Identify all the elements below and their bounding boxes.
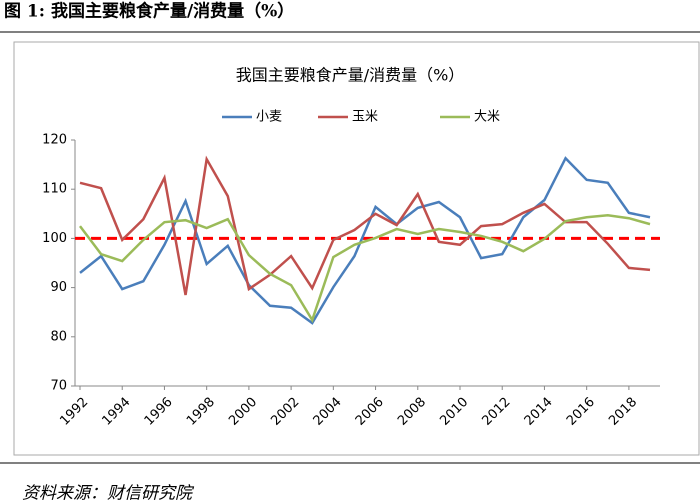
legend-label: 玉米 [352, 110, 378, 125]
header-title: 图 1: 我国主要粮食产量/消费量（%） [4, 1, 294, 22]
footer-source: 资料来源：财信研究院 [22, 484, 195, 501]
y-tick-label: 90 [50, 280, 67, 295]
chart-title: 我国主要粮食产量/消费量（%） [236, 66, 465, 85]
y-tick-label: 70 [50, 379, 67, 394]
series-line [79, 156, 651, 325]
y-tick-label: 110 [42, 182, 67, 197]
y-tick-label: 120 [42, 133, 67, 148]
series-line [79, 214, 651, 324]
series-line [79, 155, 651, 296]
legend-label: 大米 [474, 110, 500, 125]
y-tick-label: 100 [42, 231, 67, 246]
legend-label: 小麦 [256, 110, 282, 125]
y-tick-label: 80 [50, 329, 67, 344]
